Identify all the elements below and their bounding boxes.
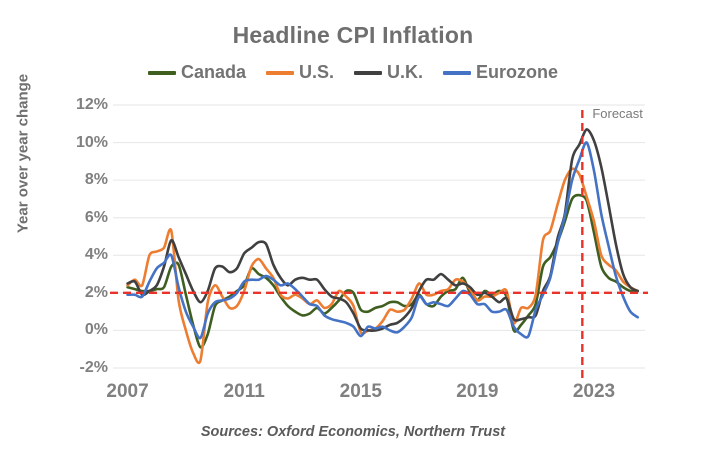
legend-entry-canada[interactable]: Canada bbox=[147, 62, 246, 83]
x-tick-label: 2015 bbox=[339, 381, 382, 402]
legend-swatch-icon bbox=[266, 70, 294, 75]
forecast-annotation-label: Forecast bbox=[592, 106, 643, 121]
legend-label: Eurozone bbox=[476, 62, 559, 82]
x-tick-label: 2011 bbox=[223, 381, 265, 402]
series-line-eurozone bbox=[126, 141, 640, 340]
x-tick-label: 2019 bbox=[456, 381, 499, 402]
x-tick-label: 2023 bbox=[572, 381, 616, 402]
series-line-canada bbox=[126, 193, 640, 349]
legend-entry-uk[interactable]: U.K. bbox=[354, 62, 423, 83]
y-tick-label: -2% bbox=[79, 359, 108, 376]
chart-legend: Canada U.S. U.K. Eurozone bbox=[0, 62, 706, 83]
chart-title: Headline CPI Inflation bbox=[232, 22, 474, 48]
legend-entry-us[interactable]: U.S. bbox=[266, 62, 334, 83]
y-tick-label: 0% bbox=[84, 321, 108, 339]
legend-label: Canada bbox=[180, 62, 246, 82]
legend-entry-eurozone[interactable]: Eurozone bbox=[443, 62, 558, 83]
legend-swatch-icon bbox=[147, 70, 176, 75]
x-tick-label: 2007 bbox=[106, 381, 149, 402]
y-axis-ticks: 12% 10% 8% 6% 4% 2% 0% -2% bbox=[42, 0, 108, 464]
y-tick-label: 2% bbox=[84, 283, 108, 301]
legend-label: U.S. bbox=[299, 62, 335, 82]
y-tick-label: 8% bbox=[84, 171, 108, 189]
y-tick-label: 12% bbox=[75, 96, 108, 113]
legend-label: U.K. bbox=[387, 62, 424, 82]
legend-swatch-icon bbox=[354, 70, 383, 75]
source-note: Sources: Oxford Economics, Northern Trus… bbox=[200, 424, 506, 440]
legend-swatch-icon bbox=[443, 70, 472, 75]
series-line-us bbox=[126, 167, 640, 365]
y-tick-label: 6% bbox=[84, 208, 108, 226]
y-tick-label: 4% bbox=[84, 246, 108, 264]
y-tick-label: 10% bbox=[75, 133, 108, 151]
